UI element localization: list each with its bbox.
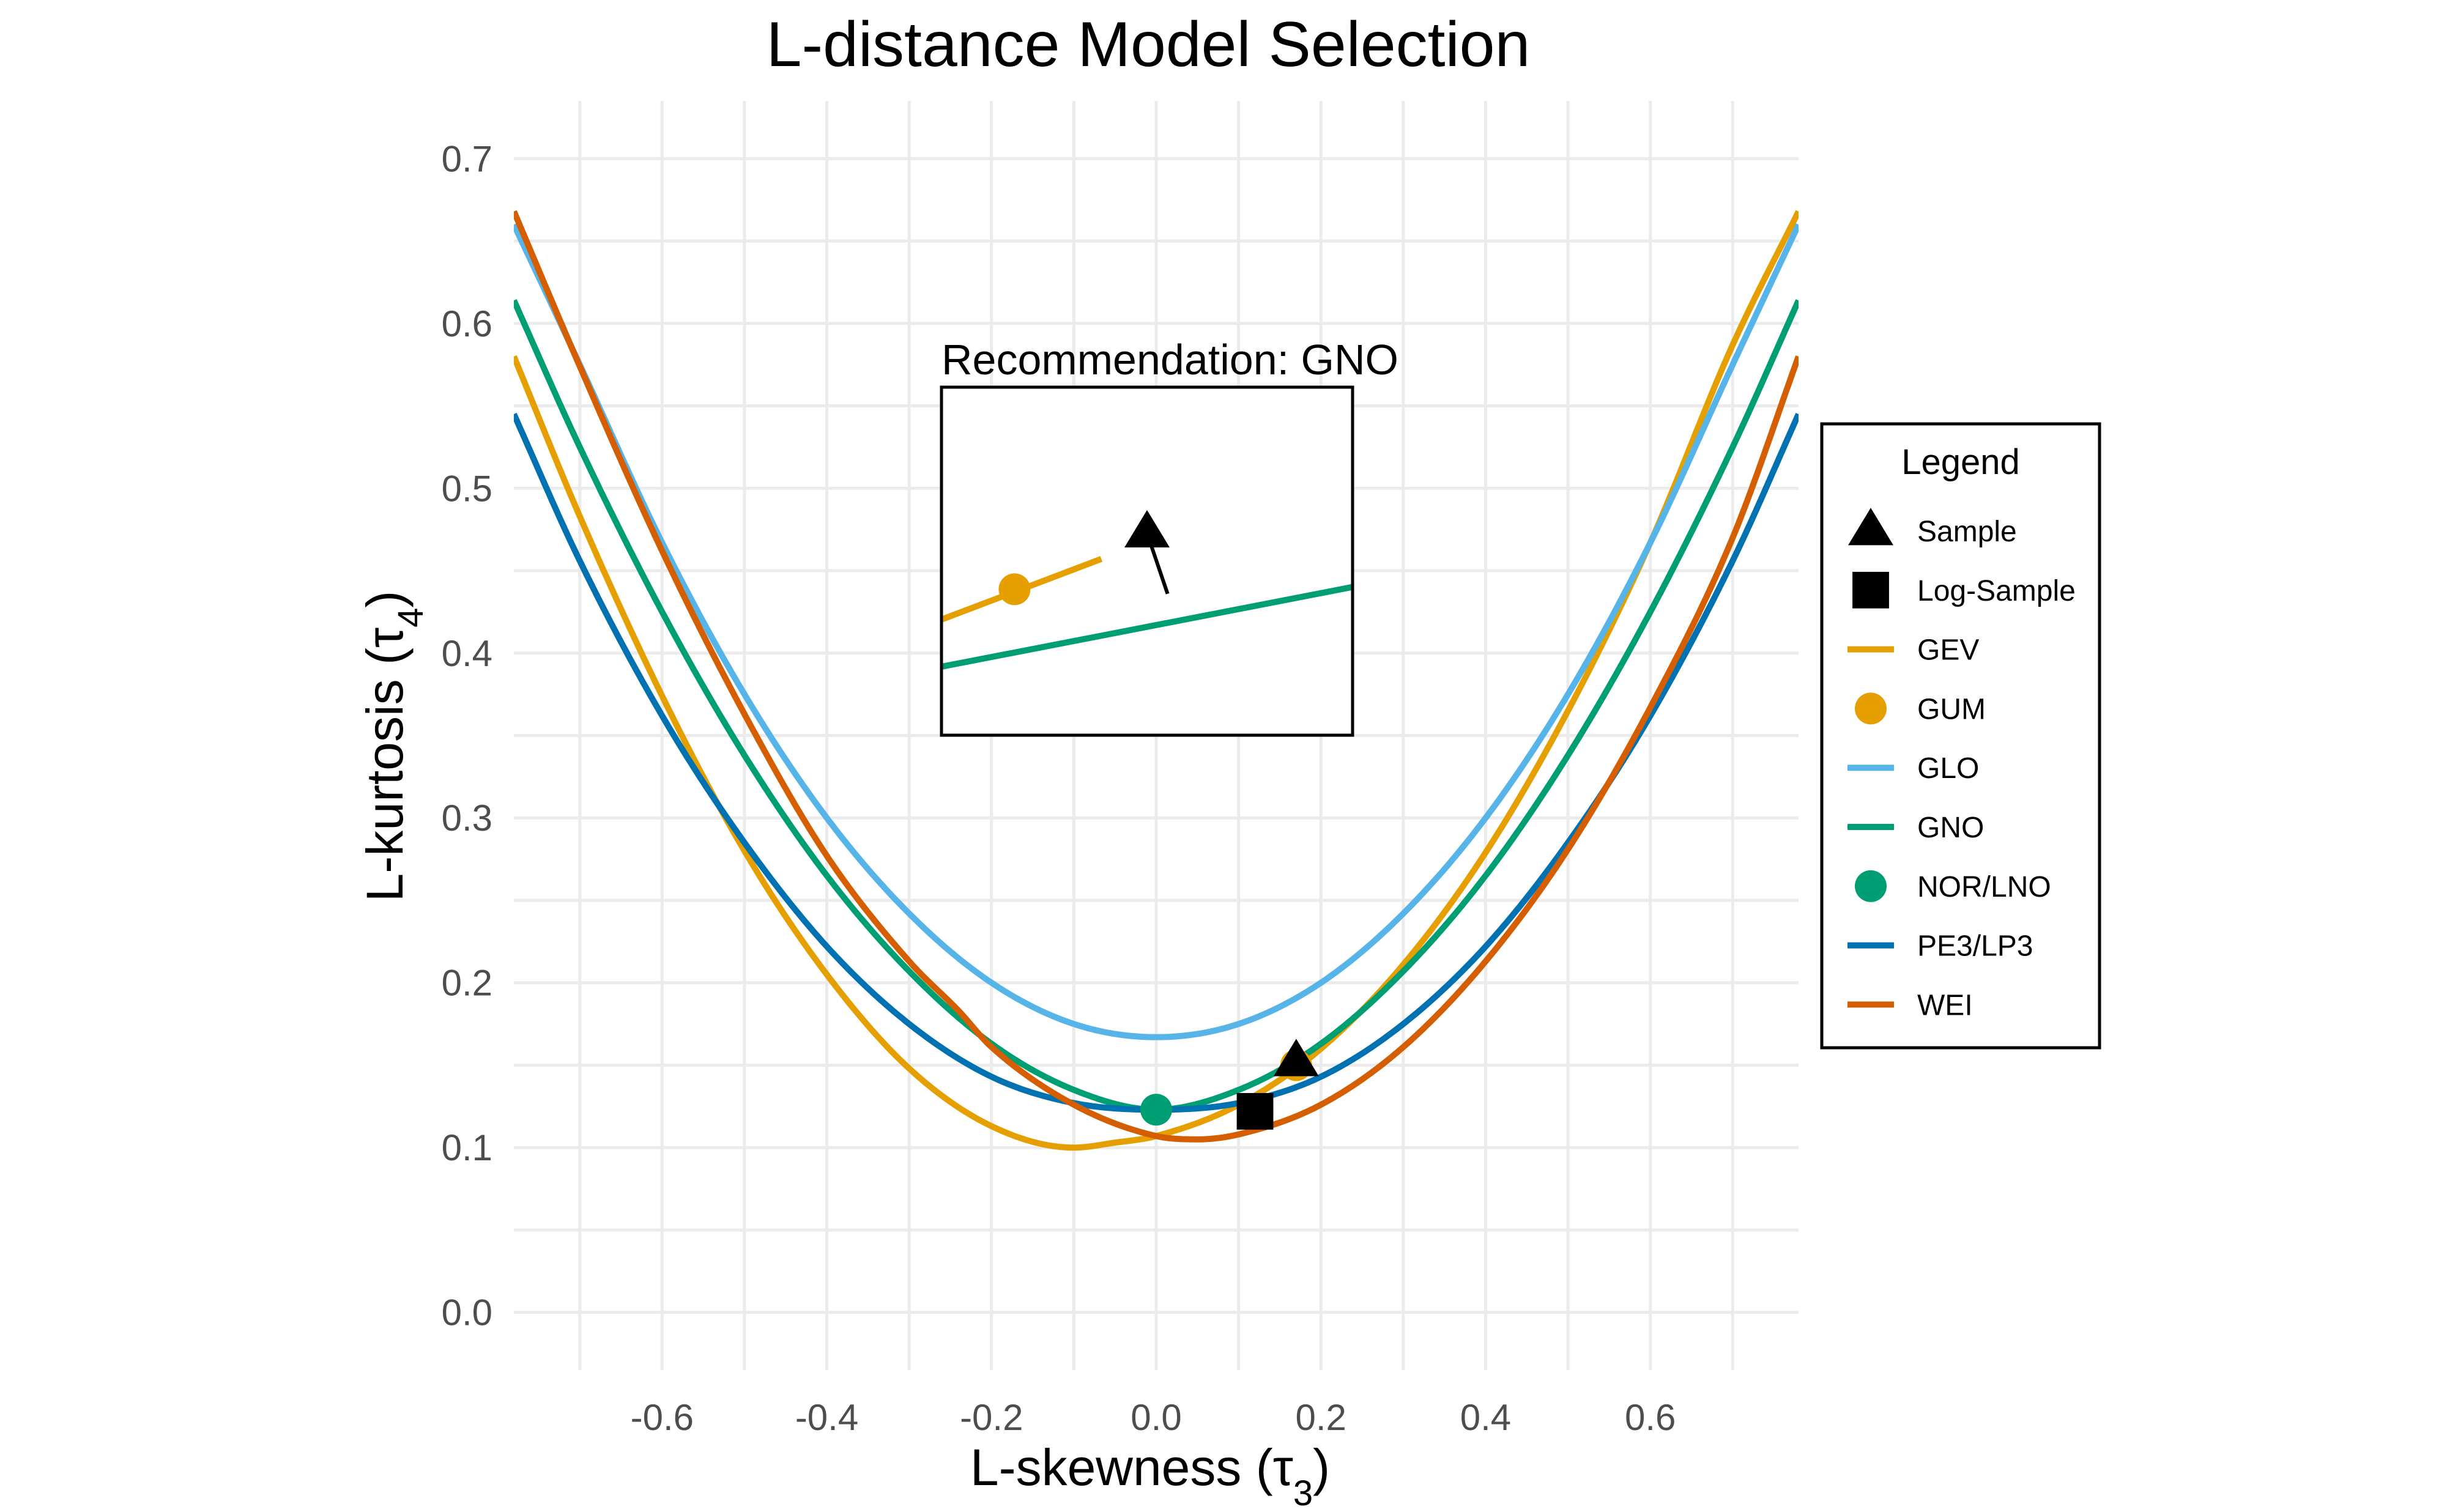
legend-key-square [1852, 571, 1889, 609]
inset-frame [940, 385, 1354, 737]
inset-point-gum [998, 573, 1031, 606]
legend-item-glo: GLO [1847, 752, 1979, 785]
y-tick-labels: 0.0 0.1 0.2 0.3 0.4 0.5 0.6 0.7 [442, 138, 492, 1333]
chart-title: L-distance Model Selection [767, 9, 1531, 80]
x-tick-label: 0.2 [1296, 1397, 1346, 1438]
legend-label: GNO [1917, 812, 1984, 844]
x-axis-label: L-skewness (τ3) [970, 1439, 1330, 1512]
x-tick-label: 0.0 [1131, 1397, 1181, 1438]
legend-label: GUM [1917, 693, 1986, 725]
x-tick-labels: -0.6 -0.4 -0.2 0.0 0.2 0.4 0.6 [631, 1397, 1676, 1438]
data-point-log-sample [1236, 1093, 1274, 1130]
inset-line-gno [941, 584, 1353, 670]
x-tick-label: 0.6 [1625, 1397, 1676, 1438]
legend-label: WEI [1917, 989, 1973, 1021]
legend-item-gum: GUM [1855, 692, 1986, 725]
legend-label: PE3/LP3 [1917, 930, 2033, 963]
x-tick-label: 0.4 [1460, 1397, 1511, 1438]
legend-label: GLO [1917, 752, 1979, 785]
y-tick-label: 0.1 [442, 1127, 492, 1168]
x-tick-label: -0.4 [795, 1397, 858, 1438]
y-tick-label: 0.5 [442, 468, 492, 509]
legend-item-pe3-lp3: PE3/LP3 [1847, 930, 2033, 963]
legend: Legend Sample Log-Sample GEV GUM GLO GNO NOR/L… [1820, 422, 2101, 1050]
y-tick-label: 0.3 [442, 798, 492, 839]
plot-points [1140, 1039, 1319, 1130]
legend-label: NOR/LNO [1917, 871, 2051, 903]
legend-item-wei: WEI [1847, 989, 1973, 1021]
series-line-glo [514, 223, 1799, 1040]
data-point-sample [1273, 1039, 1319, 1077]
legend-item-log-sample: Log-Sample [1852, 571, 2076, 609]
y-tick-label: 0.2 [442, 963, 492, 1004]
legend-label: Log-Sample [1917, 575, 2076, 607]
legend-key-point [1855, 692, 1887, 725]
legend-label: Sample [1917, 516, 2017, 548]
legend-item-nor-lno: NOR/LNO [1855, 870, 2051, 903]
y-tick-label: 0.6 [442, 303, 492, 344]
data-point-nor-lno [1140, 1094, 1172, 1126]
y-tick-label: 0.0 [442, 1292, 492, 1333]
inset-background [941, 387, 1353, 735]
legend-label: GEV [1917, 634, 1979, 667]
series-line-wei [514, 210, 1799, 1143]
inset-zoom: Recommendation: GNO [940, 336, 1398, 737]
x-tick-label: -0.6 [631, 1397, 694, 1438]
legend-key-point [1855, 870, 1887, 902]
y-tick-label: 0.4 [442, 633, 492, 674]
legend-item-sample: Sample [1848, 508, 2017, 548]
inset-point-sample [1124, 510, 1170, 547]
y-tick-label: 0.7 [442, 138, 492, 179]
legend-key-triangle [1848, 508, 1893, 546]
legend-item-gno: GNO [1847, 812, 1984, 844]
legend-title: Legend [1901, 442, 2020, 482]
legend-item-gev: GEV [1847, 634, 1979, 667]
y-axis-label: L-kurtosis (τ4) [356, 591, 431, 902]
x-tick-label: -0.2 [960, 1397, 1023, 1438]
inset-title: Recommendation: GNO [941, 336, 1398, 384]
